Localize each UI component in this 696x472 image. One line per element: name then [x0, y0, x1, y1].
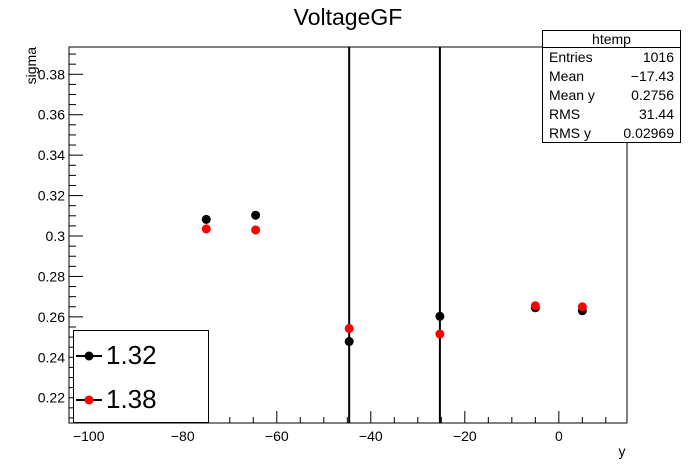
x-tick-label: −20 — [453, 428, 477, 444]
y-axis-label: sigma — [23, 47, 39, 85]
x-tick-label: 0 — [555, 428, 563, 444]
stats-value: −17.43 — [630, 68, 674, 84]
stats-value: 0.02969 — [623, 125, 674, 141]
y-tick-label: 0.24 — [38, 349, 65, 365]
data-point — [530, 301, 540, 311]
plot-frame — [68, 46, 628, 424]
stats-box: htemp Entries 1016 Mean −17.43 Mean y 0.… — [542, 30, 681, 143]
data-point — [344, 337, 354, 347]
data-point — [251, 210, 261, 220]
data-point — [201, 224, 211, 234]
stats-label: Mean — [549, 68, 585, 84]
stats-row-entries: Entries 1016 — [543, 48, 680, 67]
stats-title: htemp — [543, 31, 680, 48]
data-point — [251, 225, 261, 235]
x-tick-label: −80 — [171, 428, 195, 444]
legend-marker-red — [76, 395, 102, 405]
legend-entry-1-32: 1.32 — [74, 336, 208, 376]
stats-value: 0.2756 — [631, 87, 674, 103]
x-axis-label: y — [619, 443, 626, 459]
y-tick-label: 0.3 — [46, 228, 66, 244]
stats-value: 31.44 — [638, 106, 674, 122]
y-tick-label: 0.32 — [38, 188, 65, 204]
y-tick-label: 0.28 — [38, 268, 65, 284]
y-tick-label: 0.26 — [38, 309, 65, 325]
legend-marker-black — [76, 351, 102, 361]
stats-label: RMS — [549, 106, 581, 122]
legend: 1.32 1.38 — [73, 330, 209, 423]
x-tick-label: −40 — [359, 428, 383, 444]
stats-label: Mean y — [549, 87, 595, 103]
x-tick-label: −100 — [73, 428, 105, 444]
chart-title: VoltageGF — [293, 4, 403, 30]
data-point — [344, 323, 354, 333]
legend-entry-1-38: 1.38 — [74, 380, 208, 420]
stats-row-rms: RMS 31.44 — [543, 105, 680, 124]
stats-label: Entries — [549, 49, 593, 65]
data-point — [435, 329, 445, 339]
data-point — [201, 214, 211, 224]
stats-row-rms-y: RMS y 0.02969 — [543, 124, 680, 143]
stats-value: 1016 — [642, 49, 674, 65]
stats-row-mean: Mean −17.43 — [543, 67, 680, 86]
y-tick-label: 0.36 — [38, 107, 65, 123]
y-tick-label: 0.22 — [38, 390, 65, 406]
y-tick-label: 0.38 — [38, 66, 65, 82]
data-point — [435, 311, 445, 321]
legend-label: 1.32 — [106, 340, 157, 370]
legend-label: 1.38 — [106, 384, 157, 414]
stats-label: RMS y — [549, 125, 591, 141]
y-tick-label: 0.34 — [38, 147, 65, 163]
data-point — [577, 302, 587, 312]
stats-row-mean-y: Mean y 0.2756 — [543, 86, 680, 105]
x-tick-label: −60 — [265, 428, 289, 444]
